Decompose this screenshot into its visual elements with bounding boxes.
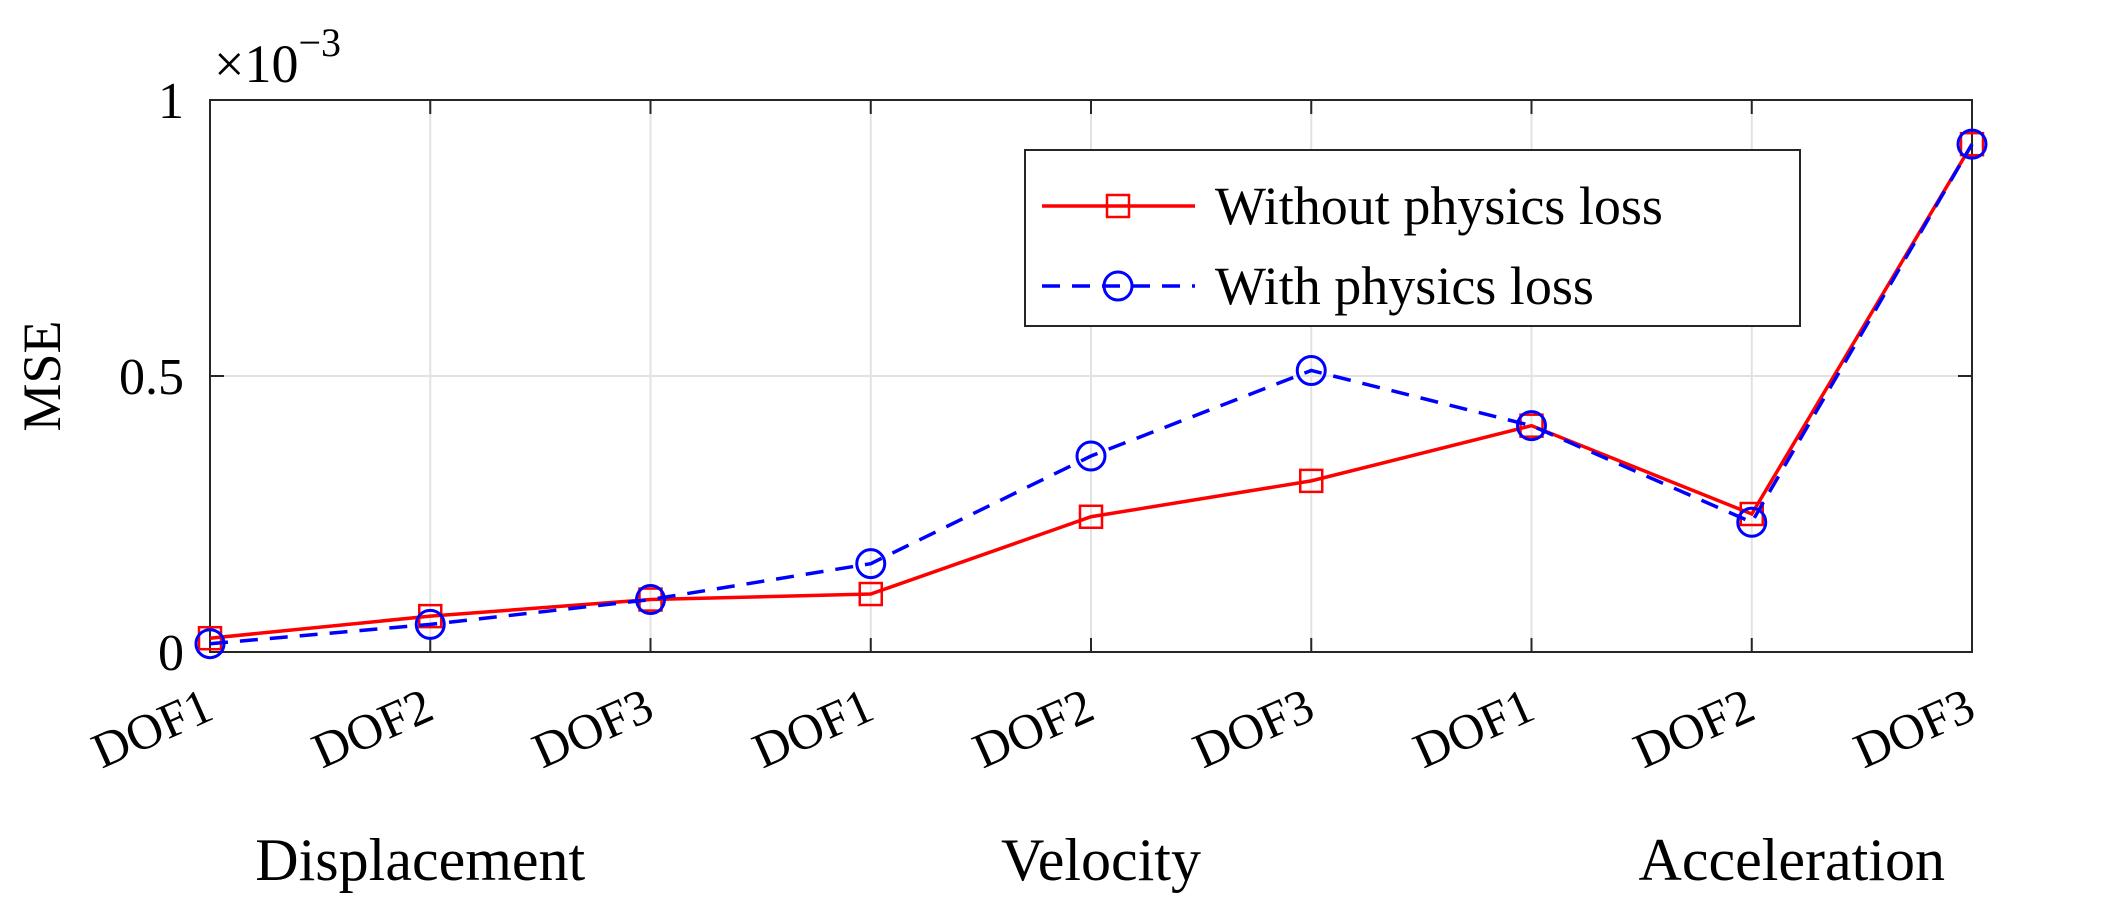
series-2-point-4 (855, 548, 887, 580)
series-1-point-7 (1519, 413, 1544, 438)
legend-label-1: Without physics loss (1215, 176, 1663, 236)
legend-items: Without physics loss With physics loss (1042, 176, 1663, 316)
x-tick-label-5: DOF2 (964, 677, 1101, 779)
series-1-point-1 (197, 625, 223, 651)
series-2 (194, 128, 1988, 660)
group-label-displacement: Displacement (255, 827, 585, 893)
series-2-point-8 (1736, 506, 1768, 538)
series-1-line (209, 143, 1974, 640)
x-tick-label-4: DOF1 (744, 677, 881, 779)
series-2-point-5 (1075, 440, 1107, 472)
x-tick-label-3: DOF3 (524, 677, 661, 779)
y-axis-label: MSE (12, 320, 72, 431)
legend-label-2: With physics loss (1215, 256, 1594, 316)
group-label-velocity: Velocity (1001, 827, 1201, 893)
series-1-point-9 (1959, 131, 1985, 157)
y-scale-exponent: −3 (298, 20, 341, 65)
y-tick-label-3: 1 (158, 73, 184, 130)
series-2-point-3 (635, 584, 666, 616)
x-tick-label-9: DOF3 (1845, 677, 1982, 779)
x-tick-label-6: DOF3 (1185, 677, 1322, 779)
series-2-point-7 (1516, 410, 1547, 442)
y-scale-label: ×10−3 (214, 20, 341, 94)
y-tick-label-2: 0.5 (119, 349, 184, 406)
legend-box (1024, 149, 1801, 327)
series-2-point-1 (194, 628, 226, 660)
series-1-point-5 (1078, 504, 1104, 530)
series-1-point-6 (1299, 468, 1324, 494)
y-scale-prefix: ×10 (214, 34, 298, 94)
x-tick-label-2: DOF2 (304, 677, 441, 779)
legend-marker-1 (1105, 193, 1131, 219)
series-1-point-4 (858, 581, 883, 607)
y-tick-label-1: 0 (158, 625, 184, 682)
x-tick-label-7: DOF1 (1405, 677, 1542, 779)
group-label-acceleration: Acceleration (1639, 827, 1945, 893)
series-2-point-6 (1295, 354, 1327, 386)
legend-marker-2 (1102, 270, 1134, 302)
series-2-line (209, 143, 1974, 646)
series (194, 128, 1988, 660)
x-tick-label-8: DOF2 (1625, 677, 1762, 779)
legend: Without physics loss With physics loss (1024, 149, 1801, 327)
x-tick-label-1: DOF1 (83, 677, 220, 779)
series-2-point-2 (414, 608, 446, 640)
series-2-point-9 (1956, 128, 1988, 160)
